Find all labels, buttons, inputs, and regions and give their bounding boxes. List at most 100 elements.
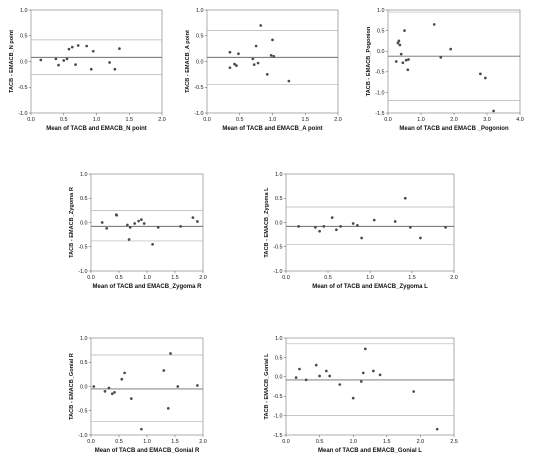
x-tick-label: 0.0 — [282, 275, 290, 281]
data-point — [162, 369, 166, 372]
x-tick-label: 0.5 — [316, 439, 324, 445]
data-point — [322, 225, 326, 228]
data-point — [142, 222, 146, 225]
data-point — [408, 226, 412, 229]
x-tick-label: 1.0 — [417, 117, 425, 123]
data-point — [108, 61, 111, 64]
data-point — [339, 225, 342, 228]
y-tick-label: 0.5 — [377, 29, 385, 35]
y-tick-label: -1.0 — [18, 111, 27, 117]
data-point — [297, 225, 300, 228]
data-point — [439, 56, 443, 59]
y-tick-label: -1.5 — [375, 111, 384, 117]
y-axis-label: TACB - EMACB_A point — [185, 30, 191, 93]
y-tick-label: -1.0 — [78, 433, 87, 439]
data-point — [403, 196, 407, 200]
data-point — [492, 109, 495, 113]
x-tick-label: 0.0 — [27, 117, 35, 123]
data-point — [176, 385, 180, 388]
data-point — [191, 216, 195, 219]
data-point — [403, 29, 406, 32]
y-tick-label: 0.0 — [80, 220, 88, 226]
data-point — [351, 222, 355, 225]
data-point — [269, 53, 273, 57]
x-tick-label: 2.0 — [450, 275, 458, 281]
data-point — [89, 67, 93, 71]
data-point — [85, 44, 89, 48]
x-tick-label: 0.5 — [60, 117, 68, 123]
data-point — [432, 23, 436, 26]
y-tick-label: 0.5 — [275, 196, 283, 202]
data-point — [196, 220, 199, 223]
data-point — [128, 226, 132, 229]
x-tick-label: 2.5 — [450, 439, 458, 445]
y-tick-label: -0.5 — [273, 245, 282, 251]
data-point — [304, 378, 308, 382]
y-tick-label: 0.5 — [20, 34, 28, 40]
chart-panel-3: 0.0 1.0 2.0 3.0 4.0 -1.5 -1.0 -0.5 0.0 0.5 1.0 Mean… — [366, 8, 524, 132]
y-tick-label: -0.5 — [194, 85, 203, 91]
x-tick-label: 2.0 — [199, 275, 207, 281]
data-point — [314, 363, 318, 367]
data-point — [120, 377, 124, 381]
data-point — [272, 55, 276, 58]
data-point — [265, 73, 269, 76]
x-tick-label: 3.0 — [483, 117, 491, 123]
y-tick-label: -0.5 — [18, 85, 27, 91]
y-tick-label: 1.0 — [377, 8, 385, 14]
data-point — [318, 374, 321, 378]
x-axis-label: Mean of TACB and EMACB_N point — [46, 126, 147, 132]
y-tick-label: 0.0 — [80, 384, 88, 390]
y-axis-label: TACB - EMACB_Gonial R — [69, 353, 75, 420]
data-point — [233, 62, 236, 66]
plot-frame — [206, 9, 339, 114]
data-point — [65, 57, 69, 61]
data-point — [113, 67, 117, 71]
data-point — [484, 76, 487, 80]
plot-frame — [387, 9, 521, 114]
y-tick-label: -0.5 — [78, 409, 87, 415]
x-tick-label: 0.5 — [115, 275, 123, 281]
data-point — [140, 218, 143, 221]
x-axis-label: Mean of TACB and EMACB _Pogonion — [399, 126, 509, 132]
data-point — [372, 218, 376, 222]
data-point — [54, 57, 58, 61]
y-tick-label: 1.0 — [275, 336, 283, 342]
x-tick-label: 1.0 — [366, 275, 374, 281]
data-point — [259, 24, 263, 27]
chart-panel-5: 0.0 0.5 1.0 1.5 2.0 -1.0 -0.5 0.0 0.5 1.0 Mean of … — [264, 172, 458, 290]
data-point — [179, 225, 182, 228]
x-tick-label: 1.5 — [126, 117, 134, 123]
data-point — [401, 61, 405, 65]
data-point — [70, 45, 74, 49]
data-point — [363, 347, 367, 351]
y-tick-label: 0.0 — [275, 220, 283, 226]
data-point — [110, 392, 114, 396]
x-axis-label: Mean of TACB and EMACB_A point — [222, 126, 322, 132]
data-point — [39, 58, 43, 62]
y-tick-label: 0.0 — [20, 59, 28, 65]
data-point — [251, 57, 255, 61]
data-point — [419, 236, 422, 240]
data-point — [359, 380, 363, 383]
x-tick-label: 1.0 — [349, 439, 357, 445]
data-point — [166, 406, 170, 410]
data-point — [62, 59, 66, 62]
x-tick-label: 0.5 — [324, 275, 332, 281]
x-tick-label: 1.0 — [269, 117, 277, 123]
data-point — [228, 66, 232, 70]
data-point — [151, 242, 154, 246]
x-tick-label: 2.0 — [450, 117, 458, 123]
y-tick-label: -1.0 — [273, 269, 282, 275]
data-point — [103, 390, 107, 393]
x-tick-label: 0.0 — [87, 439, 95, 445]
data-point — [271, 38, 274, 42]
data-point — [393, 220, 397, 223]
data-point — [287, 79, 291, 83]
data-point — [126, 223, 129, 227]
x-tick-label: 1.0 — [143, 439, 151, 445]
x-tick-label: 0.0 — [203, 117, 211, 123]
x-tick-label: 1.5 — [383, 439, 391, 445]
x-tick-label: 2.0 — [417, 439, 425, 445]
y-tick-label: -1.0 — [273, 414, 282, 420]
